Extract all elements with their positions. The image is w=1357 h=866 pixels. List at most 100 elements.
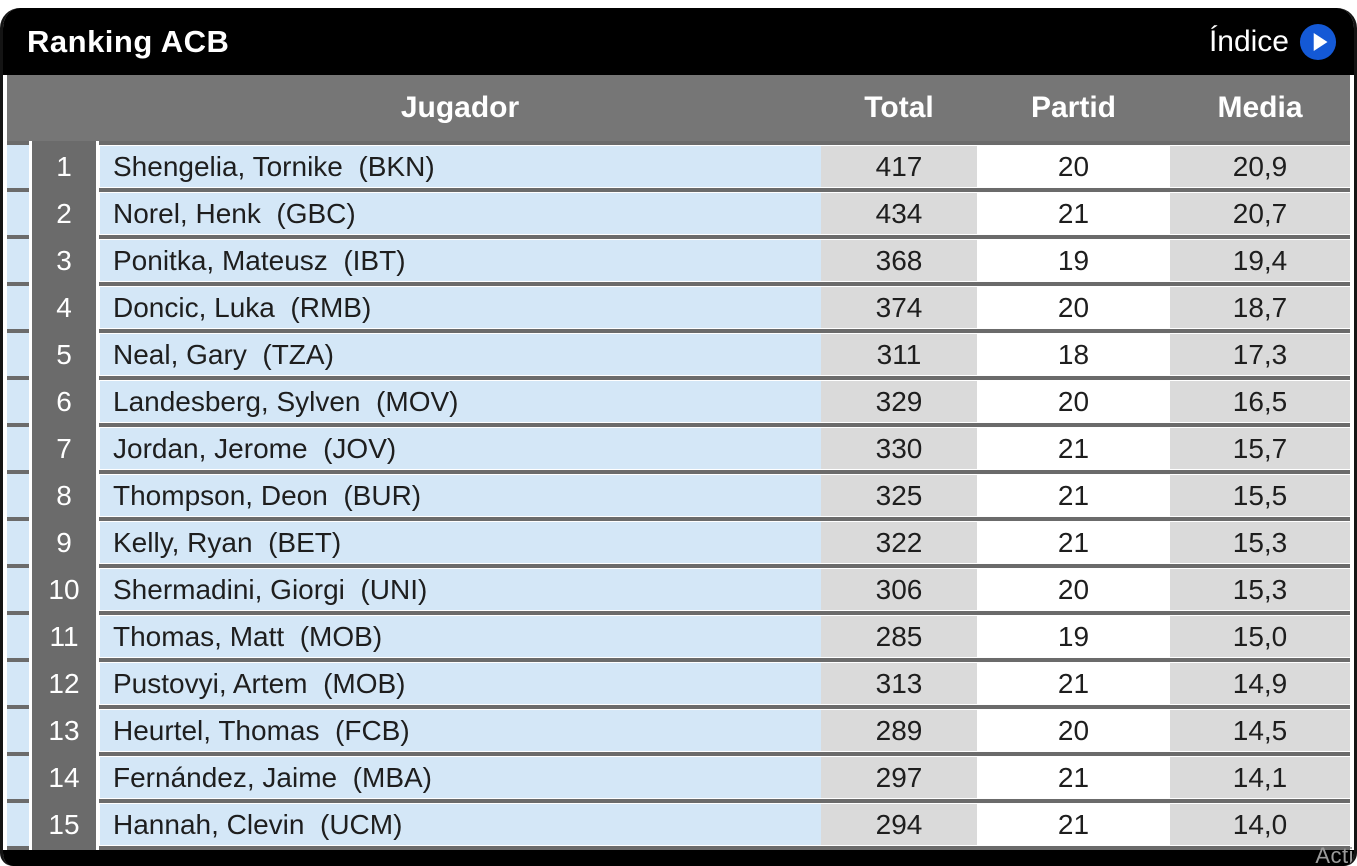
table-row: 9 Kelly, Ryan (BET) 322 21 15,3 bbox=[7, 521, 1350, 564]
table-row: 14 Fernández, Jaime (MBA) 297 21 14,1 bbox=[7, 756, 1350, 799]
table-row: 8 Thompson, Deon (BUR) 325 21 15,5 bbox=[7, 474, 1350, 517]
row-marker-cell bbox=[7, 380, 29, 423]
player-cell[interactable]: Doncic, Luka (RMB) bbox=[99, 286, 821, 329]
row-marker-cell bbox=[7, 568, 29, 611]
rank-cell: 8 bbox=[32, 474, 96, 517]
player-cell[interactable]: Ponitka, Mateusz (IBT) bbox=[99, 239, 821, 282]
partidos-cell: 20 bbox=[977, 568, 1170, 611]
rank-cell: 3 bbox=[32, 239, 96, 282]
row-separator bbox=[7, 376, 1350, 380]
row-separator bbox=[7, 705, 1350, 709]
media-cell: 17,3 bbox=[1170, 333, 1350, 376]
partidos-cell: 20 bbox=[977, 709, 1170, 752]
row-separator bbox=[7, 282, 1350, 286]
row-marker-cell bbox=[7, 427, 29, 470]
play-circle-icon[interactable] bbox=[1299, 23, 1337, 61]
table-row: 11 Thomas, Matt (MOB) 285 19 15,0 bbox=[7, 615, 1350, 658]
table-body: 1 Shengelia, Tornike (BKN) 417 20 20,9 2… bbox=[7, 141, 1350, 850]
partidos-cell: 21 bbox=[977, 756, 1170, 799]
player-cell[interactable]: Shengelia, Tornike (BKN) bbox=[99, 145, 821, 188]
media-cell: 19,4 bbox=[1170, 239, 1350, 282]
rank-cell: 13 bbox=[32, 709, 96, 752]
row-separator bbox=[7, 611, 1350, 615]
player-cell[interactable]: Heurtel, Thomas (FCB) bbox=[99, 709, 821, 752]
column-header-media: Media bbox=[1217, 91, 1303, 124]
partidos-cell: 19 bbox=[977, 239, 1170, 282]
row-separator bbox=[7, 423, 1350, 427]
column-header-row: Jugador Total Partid Media bbox=[7, 75, 1350, 141]
column-header-jugador: Jugador bbox=[400, 91, 520, 124]
table-row: 7 Jordan, Jerome (JOV) 330 21 15,7 bbox=[7, 427, 1350, 470]
table-row: 1 Shengelia, Tornike (BKN) 417 20 20,9 bbox=[7, 145, 1350, 188]
title-bar: Ranking ACB Índice bbox=[3, 8, 1354, 75]
row-separator bbox=[7, 517, 1350, 521]
row-separator bbox=[7, 470, 1350, 474]
player-cell[interactable]: Hannah, Clevin (UCM) bbox=[99, 803, 821, 846]
windows-activation-watermark: Acti bbox=[1315, 843, 1354, 866]
row-marker-cell bbox=[7, 145, 29, 188]
table-row: 15 Hannah, Clevin (UCM) 294 21 14,0 bbox=[7, 803, 1350, 846]
media-cell: 18,7 bbox=[1170, 286, 1350, 329]
row-separator bbox=[7, 846, 1350, 850]
partidos-cell: 20 bbox=[977, 145, 1170, 188]
index-link[interactable]: Índice bbox=[1209, 23, 1337, 61]
player-cell[interactable]: Thomas, Matt (MOB) bbox=[99, 615, 821, 658]
row-marker-cell bbox=[7, 709, 29, 752]
table: Jugador Total Partid Media 1 Shengelia, … bbox=[3, 75, 1354, 850]
partidos-cell: 21 bbox=[977, 427, 1170, 470]
player-cell[interactable]: Jordan, Jerome (JOV) bbox=[99, 427, 821, 470]
index-label[interactable]: Índice bbox=[1208, 24, 1289, 58]
player-cell[interactable]: Neal, Gary (TZA) bbox=[99, 333, 821, 376]
rank-cell: 5 bbox=[32, 333, 96, 376]
rank-cell: 10 bbox=[32, 568, 96, 611]
total-cell: 306 bbox=[821, 568, 977, 611]
rank-cell: 11 bbox=[32, 615, 96, 658]
rank-cell: 7 bbox=[32, 427, 96, 470]
media-cell: 14,1 bbox=[1170, 756, 1350, 799]
total-cell: 313 bbox=[821, 662, 977, 705]
partidos-cell: 21 bbox=[977, 192, 1170, 235]
table-row: 13 Heurtel, Thomas (FCB) 289 20 14,5 bbox=[7, 709, 1350, 752]
player-cell[interactable]: Landesberg, Sylven (MOV) bbox=[99, 380, 821, 423]
rank-cell: 6 bbox=[32, 380, 96, 423]
row-separator bbox=[7, 564, 1350, 568]
total-cell: 322 bbox=[821, 521, 977, 564]
row-marker-cell bbox=[7, 286, 29, 329]
player-cell[interactable]: Thompson, Deon (BUR) bbox=[99, 474, 821, 517]
media-cell: 14,0 bbox=[1170, 803, 1350, 846]
bottom-bar bbox=[3, 850, 1354, 866]
rank-cell: 12 bbox=[32, 662, 96, 705]
ranking-acb-widget: Ranking ACB Índice Jugador Total Partid … bbox=[0, 8, 1357, 866]
row-marker-cell bbox=[7, 662, 29, 705]
partidos-cell: 18 bbox=[977, 333, 1170, 376]
media-cell: 15,3 bbox=[1170, 568, 1350, 611]
row-separator bbox=[7, 188, 1350, 192]
player-cell[interactable]: Kelly, Ryan (BET) bbox=[99, 521, 821, 564]
column-header-total: Total bbox=[864, 91, 934, 124]
table-row: 4 Doncic, Luka (RMB) 374 20 18,7 bbox=[7, 286, 1350, 329]
media-cell: 15,7 bbox=[1170, 427, 1350, 470]
partidos-cell: 21 bbox=[977, 474, 1170, 517]
table-row: 12 Pustovyi, Artem (MOB) 313 21 14,9 bbox=[7, 662, 1350, 705]
player-cell[interactable]: Pustovyi, Artem (MOB) bbox=[99, 662, 821, 705]
row-marker-cell bbox=[7, 474, 29, 517]
row-marker-cell bbox=[7, 333, 29, 376]
rank-cell: 2 bbox=[32, 192, 96, 235]
row-marker-cell bbox=[7, 239, 29, 282]
table-row: 10 Shermadini, Giorgi (UNI) 306 20 15,3 bbox=[7, 568, 1350, 611]
media-cell: 20,7 bbox=[1170, 192, 1350, 235]
partidos-cell: 21 bbox=[977, 662, 1170, 705]
total-cell: 294 bbox=[821, 803, 977, 846]
row-separator bbox=[7, 235, 1350, 239]
player-cell[interactable]: Shermadini, Giorgi (UNI) bbox=[99, 568, 821, 611]
total-cell: 434 bbox=[821, 192, 977, 235]
player-cell[interactable]: Fernández, Jaime (MBA) bbox=[99, 756, 821, 799]
table-row: 6 Landesberg, Sylven (MOV) 329 20 16,5 bbox=[7, 380, 1350, 423]
row-marker-cell bbox=[7, 192, 29, 235]
media-cell: 16,5 bbox=[1170, 380, 1350, 423]
rank-cell: 15 bbox=[32, 803, 96, 846]
player-cell[interactable]: Norel, Henk (GBC) bbox=[99, 192, 821, 235]
rank-cell: 9 bbox=[32, 521, 96, 564]
widget-title: Ranking ACB bbox=[27, 23, 230, 59]
media-cell: 14,5 bbox=[1170, 709, 1350, 752]
